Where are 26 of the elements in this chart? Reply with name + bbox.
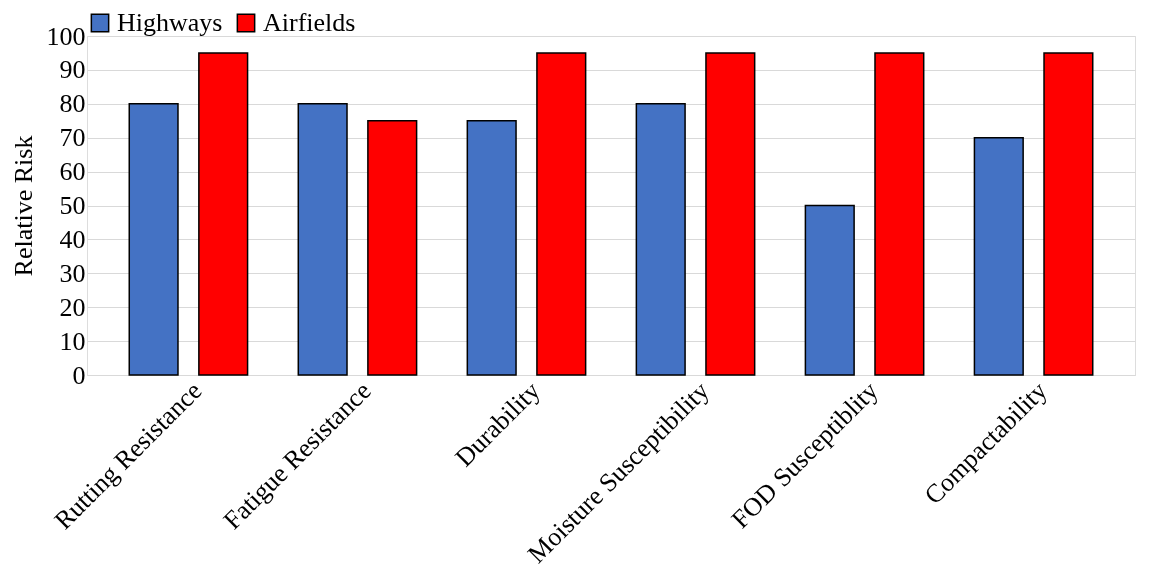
y-tick-label: 80 xyxy=(59,89,86,119)
y-axis-title: Relative Risk xyxy=(8,135,38,277)
bar xyxy=(973,136,1024,376)
y-tick-label: 100 xyxy=(46,21,86,51)
y-tick-label: 50 xyxy=(59,191,86,220)
bar xyxy=(635,103,686,376)
bar xyxy=(804,204,855,376)
bar xyxy=(297,103,348,376)
y-tick-label: 90 xyxy=(59,55,86,85)
bar xyxy=(536,52,587,376)
bar xyxy=(367,120,418,376)
bar xyxy=(705,52,756,376)
y-tick-label: 40 xyxy=(59,224,86,254)
y-tick-label: 70 xyxy=(59,123,86,153)
y-tick-label: 60 xyxy=(59,157,86,187)
bar xyxy=(198,52,249,376)
bar xyxy=(128,103,179,376)
bar xyxy=(466,120,517,376)
y-tick-label: 30 xyxy=(59,258,86,288)
bar xyxy=(874,52,925,376)
y-tick-label: 20 xyxy=(59,292,86,322)
y-tick-label: 0 xyxy=(72,360,86,390)
legend-label: Highways xyxy=(117,8,223,37)
y-tick-label: 10 xyxy=(59,326,86,356)
bar xyxy=(1043,52,1094,376)
legend-label: Airfields xyxy=(263,8,356,37)
